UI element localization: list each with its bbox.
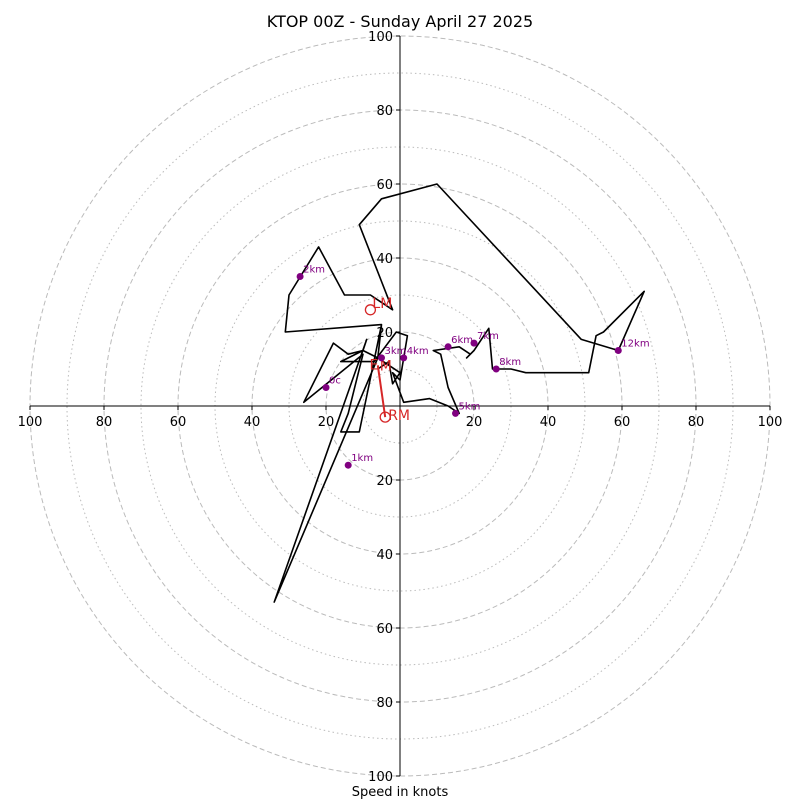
height-marker-label: 3km	[385, 346, 407, 357]
x-tick-label: 20	[318, 415, 335, 430]
height-marker-label: 0c	[329, 376, 341, 387]
lm-marker	[364, 304, 377, 316]
chart-title: KTOP 00Z - Sunday April 27 2025	[267, 12, 533, 31]
height-marker-dot	[470, 339, 478, 347]
height-marker-label: 1km	[351, 453, 373, 464]
height-marker-dot	[444, 343, 452, 351]
tick-labels: 100 80 60 40 20 20 40 60 80 100100806040202040608…	[18, 30, 783, 785]
hodograph-line	[273, 183, 646, 603]
x-tick-label: 80	[688, 415, 705, 430]
height-marker-label: 5km	[459, 401, 481, 412]
height-marker-dot	[400, 354, 408, 362]
x-tick-label: 40	[540, 415, 557, 430]
rm-label: RM	[388, 408, 410, 424]
storm-motion-group: RM LM E M	[364, 296, 410, 424]
extra-label: E	[370, 357, 379, 373]
height-marker-dot	[378, 354, 385, 362]
height-marker-label: 12km	[621, 339, 649, 350]
x-tick-label: 60	[170, 415, 187, 430]
y-tick-label: 40	[376, 252, 393, 267]
hodograph-trace	[273, 183, 646, 603]
y-tick-label: 40	[376, 548, 393, 563]
height-marker-label: 2km	[303, 265, 325, 276]
height-marker-label: 7km	[477, 331, 499, 342]
y-tick-label: 80	[376, 696, 393, 711]
height-marker-dot	[322, 384, 330, 391]
y-tick-label: 100	[368, 770, 393, 785]
height-marker-label: 8km	[499, 357, 521, 368]
rm-marker	[379, 411, 391, 423]
height-markers: 1km 2km 3km 4km 5km 6km 7km 8km 12km 0c	[296, 265, 650, 469]
height-marker-dot	[296, 273, 304, 280]
y-tick-label: 20	[376, 474, 393, 489]
height-marker-label: 4km	[407, 346, 429, 357]
x-tick-label: 80	[96, 415, 113, 430]
x-tick-label: 20	[466, 415, 483, 430]
x-tick-label: 100	[758, 415, 783, 430]
height-marker-dot	[344, 461, 352, 469]
axes	[29, 35, 771, 777]
mean-label: M	[380, 358, 392, 374]
storm-motion-vector	[376, 365, 387, 418]
y-tick-label: 100	[368, 30, 393, 45]
height-marker-dot	[492, 365, 500, 373]
y-tick-label: 80	[376, 104, 393, 119]
y-tick-label: 60	[376, 622, 393, 637]
height-marker-dot	[614, 347, 622, 354]
y-tick-label: 60	[376, 178, 393, 193]
x-tick-label: 60	[614, 415, 631, 430]
height-marker-dot	[452, 409, 459, 417]
height-marker-label: 6km	[451, 335, 473, 346]
lm-label: LM	[372, 296, 392, 312]
x-tick-label: 100	[18, 415, 43, 430]
x-tick-label: 40	[244, 415, 261, 430]
x-axis-label: Speed in knots	[352, 785, 449, 800]
